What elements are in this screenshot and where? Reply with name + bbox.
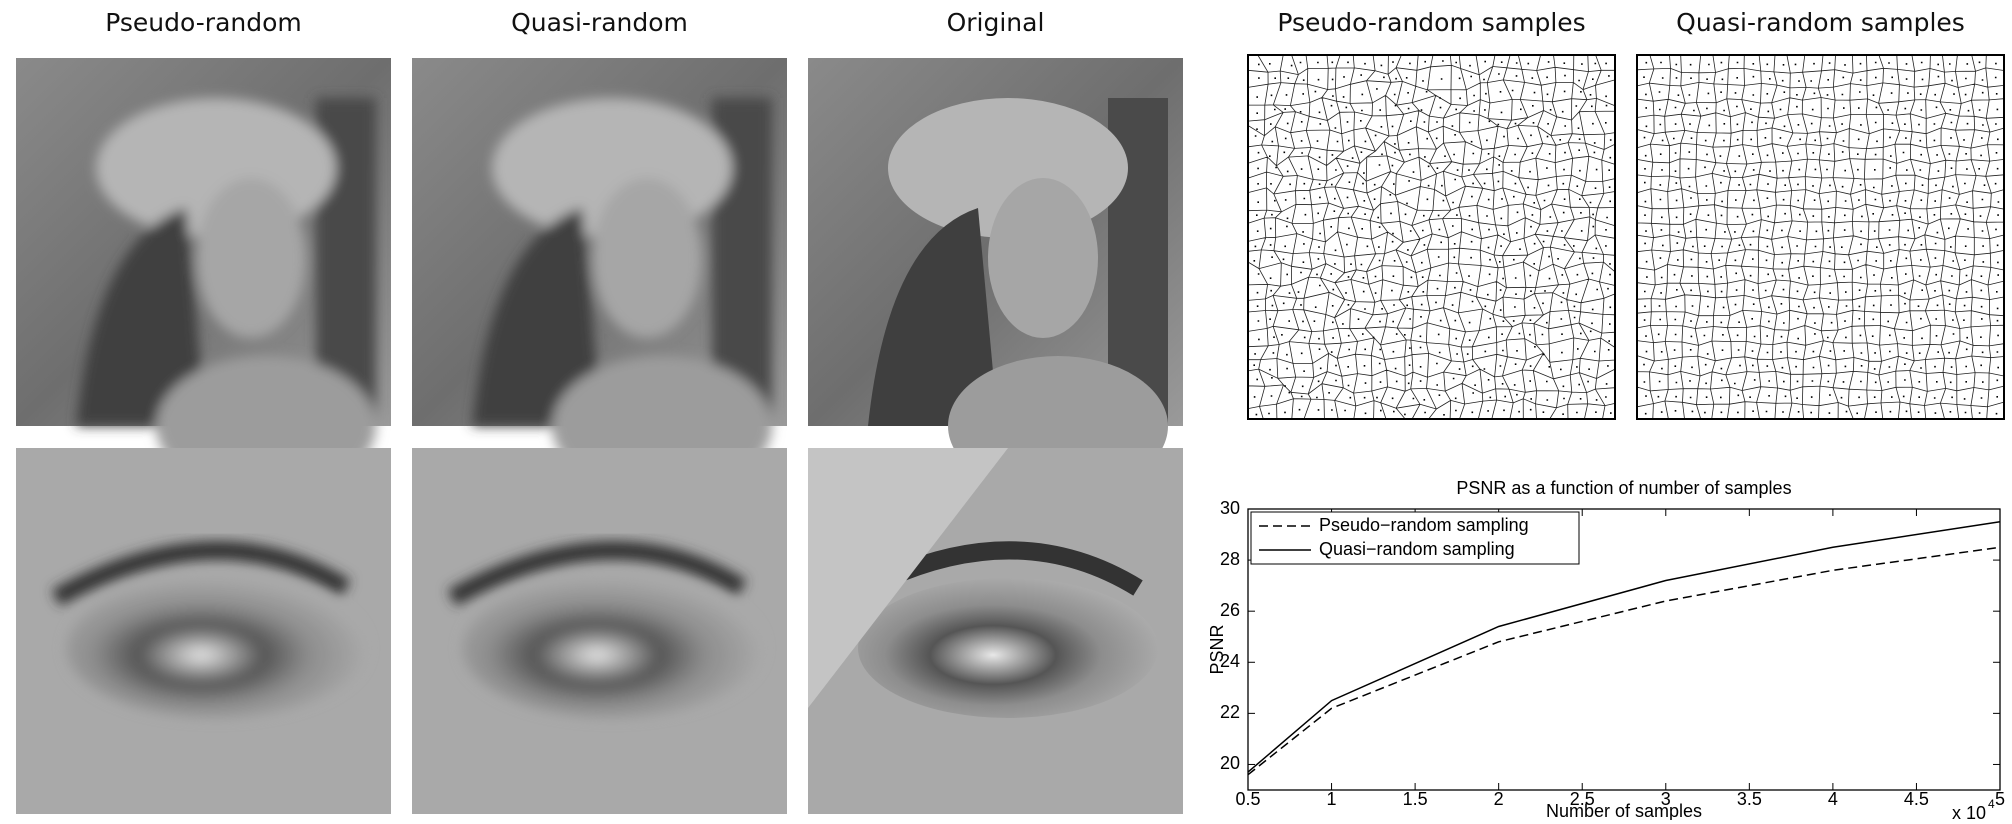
sample-points — [1253, 60, 1611, 415]
panel-title: Pseudo-random samples — [1277, 8, 1585, 37]
y-tick-label: 26 — [1220, 600, 1240, 620]
cell-edges — [1248, 55, 1615, 419]
page: {"image_titles": ["Pseudo-random", "Quas… — [0, 0, 2012, 820]
image-title: Pseudo-random — [105, 8, 302, 37]
photo-content — [868, 98, 1168, 496]
y-tick-label: 22 — [1220, 702, 1240, 722]
photo — [808, 58, 1183, 814]
x-tick-label: 4.5 — [1904, 789, 1929, 809]
x-tick-label: 3 — [1661, 789, 1671, 809]
x-tick-label: 0.5 — [1235, 789, 1260, 809]
face — [592, 178, 702, 338]
x-tick-label: 3.5 — [1737, 789, 1762, 809]
series-line — [1248, 547, 2000, 774]
legend-label: Pseudo−random sampling — [1319, 515, 1529, 535]
x-multiplier-exponent: 4 — [1988, 797, 1995, 811]
x-tick-label: 1.5 — [1403, 789, 1428, 809]
eye — [462, 578, 762, 718]
y-tick-label: 30 — [1220, 498, 1240, 518]
legend-label: Quasi−random sampling — [1319, 539, 1515, 559]
y-tick-label: 24 — [1220, 651, 1240, 671]
x-tick-label: 1 — [1327, 789, 1337, 809]
eye — [858, 578, 1158, 718]
photo — [412, 58, 787, 814]
x-tick-label: 2.5 — [1570, 789, 1595, 809]
image-title: Quasi-random — [511, 8, 688, 37]
cell-edges — [1637, 55, 2004, 419]
chart-title: PSNR as a function of number of samples — [1456, 478, 1791, 498]
x-tick-label: 4 — [1828, 789, 1838, 809]
y-tick-label: 20 — [1220, 753, 1240, 773]
panel-title: Quasi-random samples — [1676, 8, 1965, 37]
face — [196, 178, 306, 338]
y-tick-label: 28 — [1220, 549, 1240, 569]
image-title: Original — [947, 8, 1045, 37]
eye — [66, 578, 366, 718]
photo — [16, 58, 391, 814]
photo-content — [76, 98, 376, 496]
figure: Pseudo-random Quasi-random Original Pseudo… — [0, 0, 2012, 820]
photo-content — [472, 98, 772, 496]
x-tick-label: 2 — [1494, 789, 1504, 809]
x-tick-label: 5 — [1995, 789, 2005, 809]
face — [988, 178, 1098, 338]
x-multiplier: x 10 — [1952, 803, 1986, 820]
